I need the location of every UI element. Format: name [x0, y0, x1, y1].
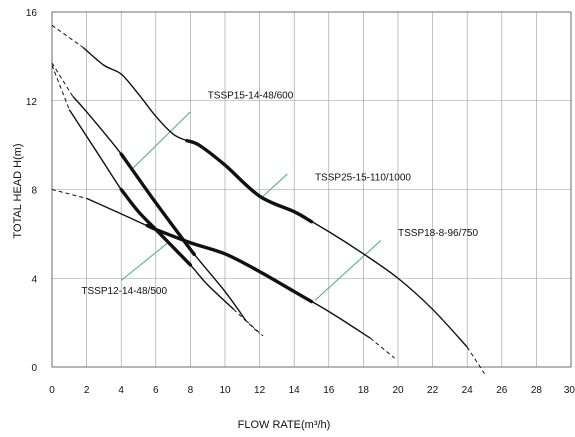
- x-tick-label: 4: [118, 385, 124, 396]
- x-tick-label: 24: [462, 385, 474, 396]
- curve-line: [86, 197, 371, 339]
- x-tick-label: 6: [153, 385, 159, 396]
- curve-bold-operating-range: [185, 138, 314, 224]
- curve-model-label: TSSP25-15-110/1000: [315, 173, 411, 184]
- x-tick-label: 26: [496, 385, 508, 396]
- x-tick-label: 30: [564, 385, 575, 396]
- pump-curves: [51, 24, 485, 374]
- pump-curve: [51, 189, 395, 359]
- efficiency-lines: [120, 111, 382, 301]
- x-tick-label: 14: [289, 385, 301, 396]
- efficiency-line: [262, 173, 288, 197]
- efficiency-line: [131, 111, 191, 170]
- efficiency-line: [120, 242, 169, 281]
- x-tick-label: 8: [188, 385, 194, 396]
- curve-line: [68, 109, 235, 310]
- curve-dashed-start: [51, 65, 70, 110]
- x-tick-label: 2: [84, 385, 90, 396]
- curve-dashed-end: [233, 308, 260, 335]
- x-tick-label: 10: [219, 385, 231, 396]
- curve-dashed-end: [466, 346, 485, 374]
- x-tick-label: 20: [392, 385, 404, 396]
- x-tick-label: 22: [427, 385, 439, 396]
- curve-dashed-end: [370, 337, 395, 359]
- x-tick-label: 28: [531, 385, 543, 396]
- y-tick-label: 8: [31, 186, 37, 197]
- x-tick-label: 18: [358, 385, 370, 396]
- curve-bold-operating-range: [119, 152, 196, 257]
- curve-model-label: TSSP12-14-48/500: [81, 286, 167, 297]
- curve-model-label: TSSP15-14-48/600: [208, 91, 294, 102]
- pump-curve: [51, 24, 485, 374]
- curve-dashed-start: [51, 62, 74, 97]
- y-tick-label: 0: [31, 363, 37, 374]
- grid-layer: [51, 11, 572, 368]
- y-axis-title: TOTAL HEAD H(m): [12, 143, 24, 238]
- y-tick-label: 16: [26, 8, 38, 19]
- y-tick-label: 12: [26, 97, 38, 108]
- x-tick-label: 16: [323, 385, 335, 396]
- x-tick-label: 0: [49, 385, 55, 396]
- pump-curve: [51, 65, 260, 335]
- curve-bold-operating-range: [145, 223, 314, 304]
- curve-bold-operating-range: [119, 187, 193, 267]
- curve-model-label: TSSP18-8-96/750: [398, 228, 478, 239]
- curve-dashed-start: [51, 24, 84, 48]
- curve-labels: TSSP15-14-48/600 TSSP25-15-110/1000 TSSP18…: [81, 91, 478, 297]
- y-tick-label: 4: [31, 274, 37, 285]
- x-axis-title: FLOW RATE(m³/h): [238, 419, 331, 431]
- curve-dashed-start: [51, 189, 87, 199]
- efficiency-line: [314, 240, 382, 301]
- x-tick-label: 12: [254, 385, 266, 396]
